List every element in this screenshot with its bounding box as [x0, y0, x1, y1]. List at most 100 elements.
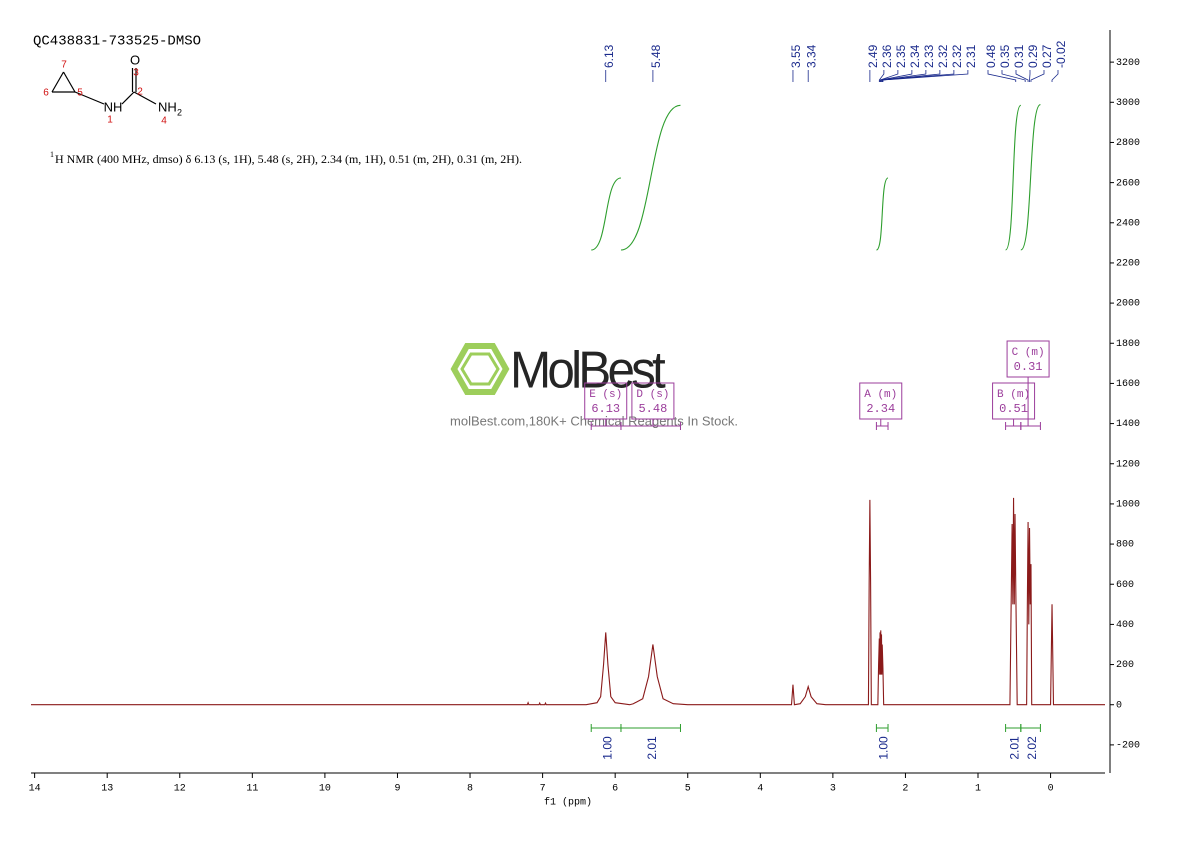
y-tick-label: 2200: [1116, 259, 1140, 270]
atom-label: NH: [158, 99, 177, 114]
peak-label: 6.13: [602, 44, 616, 68]
y-tick-label: 400: [1116, 620, 1134, 631]
bond: [74, 91, 105, 105]
integral-bracket: [1005, 724, 1022, 732]
integral-label: 2.01: [645, 736, 659, 760]
multiplet-shift: 5.48: [638, 402, 667, 416]
multiplet-label: E (s): [589, 389, 622, 401]
integral-curve: [1020, 104, 1041, 251]
integral-curve: [875, 177, 889, 251]
peak-label: 3.34: [804, 44, 818, 68]
peak-label: 2.31: [964, 44, 978, 68]
bond: [51, 71, 65, 93]
bond: [121, 91, 135, 105]
integral-curve: [1005, 104, 1022, 251]
atom-number: 5: [77, 88, 83, 99]
y-tick-label: 1800: [1116, 339, 1140, 350]
peak-label: 0.29: [1026, 44, 1040, 68]
y-tick-label: 0: [1116, 700, 1122, 711]
integral-bracket: [1020, 724, 1041, 732]
x-tick-label: 2: [902, 784, 908, 795]
multiplet-shift: 2.34: [866, 402, 895, 416]
watermark-logo: [450, 343, 510, 395]
integral-bracket: [875, 724, 889, 732]
peak-label: 2.35: [894, 44, 908, 68]
peak-label: 2.33: [922, 44, 936, 68]
atom-number: 7: [61, 60, 67, 71]
peak-label: 2.32: [950, 44, 964, 68]
y-tick-label: 200: [1116, 660, 1134, 671]
atom-number: 2: [137, 87, 143, 98]
x-tick-label: 11: [246, 784, 258, 795]
peak-leader: [881, 70, 955, 82]
y-tick-label: -200: [1116, 741, 1140, 752]
atom-label: NH: [104, 99, 123, 114]
multiplet-bracket: [590, 419, 622, 430]
peak-leader: [879, 70, 899, 82]
watermark-tagline: molBest.com,180K+ Chemical Reagents In S…: [450, 413, 738, 428]
logo-hexagon: [450, 343, 510, 395]
peak-label: 0.35: [998, 44, 1012, 68]
y-tick-label: 1000: [1116, 500, 1140, 511]
peak-label: 2.49: [866, 44, 880, 68]
y-tick-label: 2800: [1116, 138, 1140, 149]
integral-label: 2.02: [1025, 736, 1039, 760]
x-tick-label: 10: [319, 784, 331, 795]
spectrum: [31, 497, 1105, 706]
multiplet-shift: 6.13: [591, 402, 620, 416]
x-tick-label: 3: [830, 784, 836, 795]
structure: [51, 68, 157, 105]
multiplet-label: A (m): [864, 389, 897, 401]
multiplet-bracket: [620, 419, 681, 430]
atom-number: 4: [161, 116, 167, 127]
peak-label: 3.55: [789, 44, 803, 68]
x-tick-label: 14: [29, 784, 41, 795]
peak-label: 2.36: [880, 44, 894, 68]
multiplet-shift: 0.31: [1014, 360, 1043, 374]
logo-ring: [460, 352, 500, 386]
integral-bracket: [590, 724, 622, 732]
peak-label: 5.48: [649, 44, 663, 68]
peak-leader: [1001, 70, 1026, 82]
x-tick-label: 4: [757, 784, 763, 795]
peak-label: 0.27: [1040, 44, 1054, 68]
y-tick-label: 1600: [1116, 379, 1140, 390]
y-tick-label: 2600: [1116, 178, 1140, 189]
y-tick-label: 1400: [1116, 419, 1140, 430]
x-tick-label: 8: [467, 784, 473, 795]
peak-leader: [1030, 70, 1045, 82]
x-tick-label: 6: [612, 784, 618, 795]
atom-number: 1: [107, 115, 113, 126]
nmr-superscript: 1: [50, 150, 54, 159]
peak-leader: [1051, 70, 1059, 82]
multiplet-bracket: [1005, 419, 1022, 430]
multiplet-label: B (m): [997, 389, 1030, 401]
y-tick-label: 800: [1116, 540, 1134, 551]
y-tick-label: 2000: [1116, 299, 1140, 310]
x-tick-label: 0: [1048, 784, 1054, 795]
y-tick-label: 3000: [1116, 98, 1140, 109]
sample-title: QC438831-733525-DMSO: [33, 34, 201, 50]
atom-number: 6: [43, 88, 49, 99]
multiplet-label: C (m): [1012, 347, 1045, 359]
peak-label: 2.34: [908, 44, 922, 68]
integral-curve: [620, 104, 681, 251]
multiplet-label: D (s): [636, 389, 669, 401]
atom-subscript: 2: [177, 107, 182, 117]
peak-leader: [881, 70, 927, 82]
peak-label: 0.31: [1012, 44, 1026, 68]
watermark-brand: MolBest: [510, 342, 666, 400]
peak-label: 2.32: [936, 44, 950, 68]
atom-label: O: [130, 52, 140, 67]
peak-leader: [987, 70, 1017, 82]
x-tick-label: 1: [975, 784, 981, 795]
x-tick-label: 7: [540, 784, 546, 795]
integral-label: 1.00: [876, 736, 890, 760]
integral-label: 1.00: [600, 736, 614, 760]
x-tick-label: 12: [174, 784, 186, 795]
peak-label: 0.48: [984, 44, 998, 68]
peak-leader: [880, 70, 913, 82]
peak-leader: [882, 70, 969, 82]
multiplet-bracket: [875, 419, 889, 430]
